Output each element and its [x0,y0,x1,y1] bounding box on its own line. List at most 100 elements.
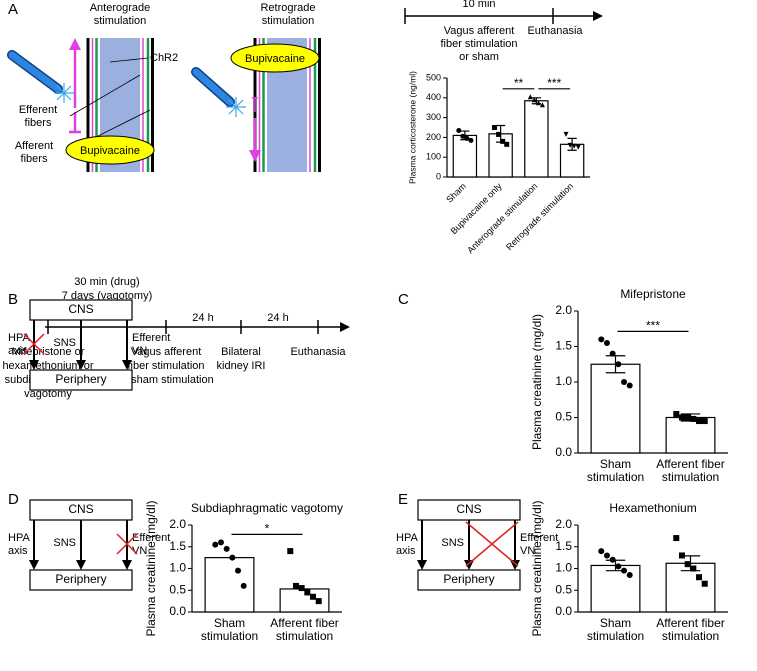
y-tick-label: 0.5 [169,582,186,596]
data-point [298,585,305,592]
panel-label: D [8,491,19,508]
y-tick-label: 2.0 [169,517,186,531]
node-label: Periphery [55,372,106,386]
node-label: axis [396,545,416,557]
node-label: CNS [456,502,481,516]
data-point [456,127,462,133]
data-point [468,137,474,143]
block-mark [465,521,519,567]
y-tick-label: 2.0 [555,303,572,317]
y-tick-label: 0.0 [555,604,572,618]
node-label: Periphery [443,572,494,586]
node-label: VN [132,545,147,557]
y-axis-label: Plasma creatinine (mg/dl) [530,314,544,450]
y-tick-label: 100 [426,152,441,162]
direction-arrows [69,38,261,162]
block-mark [116,533,138,555]
data-point [701,418,708,425]
drawing-label: fibers [25,117,52,129]
y-tick-label: 1.5 [555,539,572,553]
data-point [673,410,680,417]
light-probe [7,50,74,103]
x-tick-label: Sham [444,181,468,205]
timeline-label: kidney IRI [217,360,266,372]
data-point [315,598,322,605]
block-mark [23,333,45,355]
x-tick-label: Retrograde stimulation [504,181,575,252]
data-point [287,548,294,555]
timeline-label: 30 min (drug) [74,276,139,288]
y-tick-label: 0.5 [555,410,572,424]
x-tick-label: Sham stimulation [586,457,645,484]
data-point [598,548,605,555]
x-tick-label: Afferent fiber stimulation [656,457,725,484]
y-tick-label: 2.0 [555,517,572,531]
node-label: Periphery [55,572,106,586]
arrow-head [122,360,132,370]
data-point [310,593,317,600]
y-tick-label: 200 [426,132,441,142]
data-point [690,415,697,422]
drawing-label: stimulation [262,15,315,27]
node-label: HPA [396,532,418,544]
data-point [571,143,577,149]
data-point [563,131,569,137]
panel-label: A [8,1,18,18]
drawing-label: Bupivacaine [245,53,305,65]
timeline-label: fiber stimulation [440,38,517,50]
light-probe [191,67,246,117]
node-label: SNS [441,537,464,549]
data-point [292,582,299,589]
data-point [690,565,697,572]
node-label: Efferent [520,532,558,544]
y-tick-label: 0.5 [555,582,572,596]
data-point [701,580,708,587]
bupivacaine-cloud [65,135,155,165]
node-label: Efferent [132,532,170,544]
y-axis-label: Plasma creatinine (mg/dl) [144,500,158,636]
arrow-head [510,560,520,570]
data-point [673,535,680,542]
arrow-head [122,560,132,570]
data-point [626,572,633,579]
data-point [626,382,633,389]
data-point [531,97,537,103]
timeline-label: 24 h [267,312,288,324]
timeline-label: Vagus afferent [444,25,515,37]
x-tick-label: Afferent fiber stimulation [270,616,339,643]
y-axis-label: Plasma corticosterone (ng/ml) [407,71,417,184]
panel-label: B [8,291,18,308]
timeline-label: hexamethonium or [2,360,93,372]
timeline-label: 10 min [462,0,495,10]
y-tick-label: 1.0 [555,561,572,575]
data-point [696,418,703,425]
chart-title: Hexamethonium [609,501,696,515]
arrow-head [29,560,39,570]
timeline-label: Euthanasia [290,346,346,358]
data-point [217,539,224,546]
bar [590,564,641,613]
timeline-label: vagotomy [24,388,72,400]
drawing-label: fibers [21,153,48,165]
data-point [678,552,685,559]
arrow-head [464,560,474,570]
data-point [696,574,703,581]
data-point [235,567,242,574]
bupivacaine-cloud [230,43,320,73]
timeline-label: fiber stimulation [127,360,204,372]
y-tick-label: 1.5 [555,339,572,353]
y-tick-label: 1.5 [169,539,186,553]
y-tick-label: 0.0 [555,445,572,459]
panel-label: E [398,491,408,508]
bar [204,557,255,613]
timeline-label: 24 h [192,312,213,324]
node-label: SNS [53,337,76,349]
timeline-label: or sham [459,51,499,63]
data-point [539,102,545,108]
timeline [404,8,603,24]
node-label: axis [8,345,28,357]
significance-label: *** [646,319,660,333]
timeline-label: Bilateral [221,346,261,358]
data-point [240,582,247,589]
data-point [609,556,616,563]
